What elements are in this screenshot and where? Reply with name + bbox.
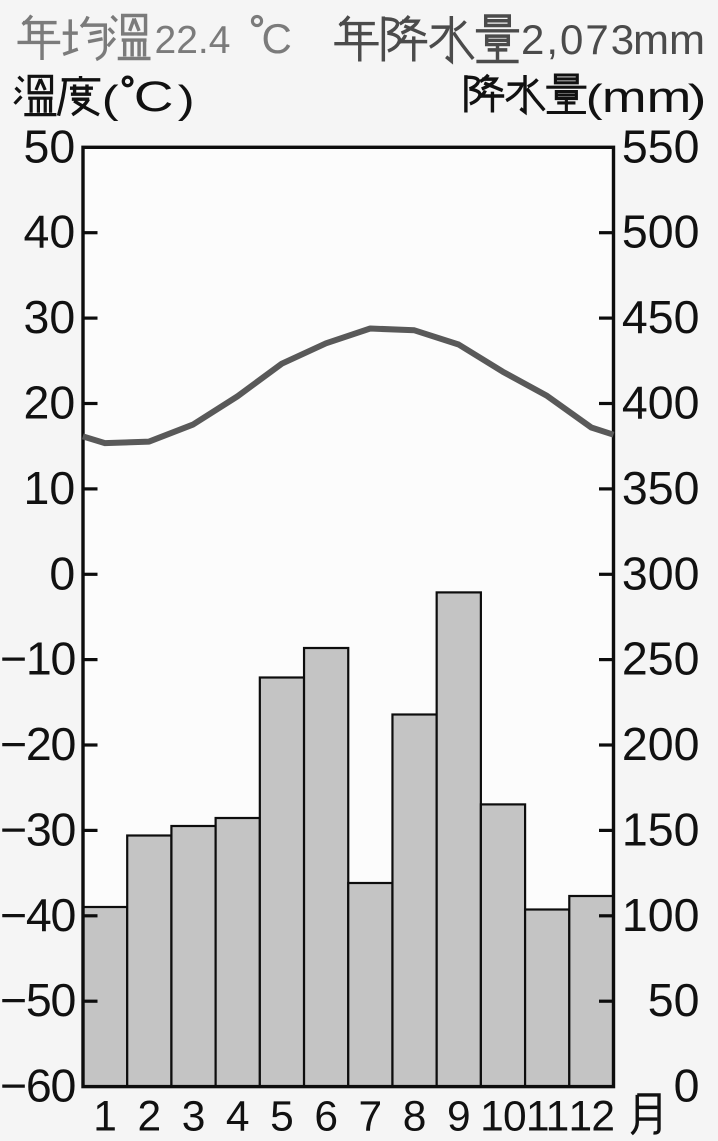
svg-text:100: 100	[622, 889, 700, 941]
svg-text:mm: mm	[602, 74, 691, 122]
svg-text:mm: mm	[633, 16, 705, 63]
svg-text:10: 10	[23, 462, 75, 514]
svg-text:40: 40	[23, 206, 75, 258]
svg-text:): )	[688, 78, 707, 121]
svg-text:30: 30	[23, 291, 75, 343]
svg-text:−60: −60	[0, 1060, 76, 1112]
svg-text:50: 50	[648, 974, 700, 1026]
svg-text:4: 4	[226, 1094, 250, 1137]
svg-text:11: 11	[526, 1094, 569, 1137]
svg-text:150: 150	[622, 803, 700, 855]
svg-text:C: C	[262, 15, 292, 62]
svg-text:12: 12	[569, 1094, 615, 1137]
svg-text:1: 1	[93, 1094, 117, 1137]
svg-text:−50: −50	[0, 974, 76, 1026]
svg-text:−20: −20	[0, 718, 76, 770]
svg-text:(: (	[586, 77, 603, 121]
svg-text:500: 500	[622, 206, 700, 258]
svg-text:450: 450	[622, 291, 700, 343]
svg-text:22.4: 22.4	[155, 19, 231, 62]
svg-text:2,073: 2,073	[521, 16, 636, 63]
svg-text:−40: −40	[0, 889, 76, 941]
svg-text:C: C	[134, 72, 174, 120]
svg-text:20: 20	[23, 376, 75, 428]
svg-text:350: 350	[622, 462, 700, 514]
svg-text:3: 3	[182, 1094, 206, 1137]
svg-text:400: 400	[622, 376, 700, 428]
svg-text:0: 0	[674, 1060, 700, 1112]
svg-text:7: 7	[359, 1094, 383, 1137]
svg-text:): )	[178, 77, 195, 121]
svg-text:50: 50	[23, 120, 75, 172]
svg-text:8: 8	[403, 1094, 427, 1137]
svg-text:5: 5	[270, 1094, 294, 1137]
svg-text:−30: −30	[0, 803, 76, 855]
svg-text:2: 2	[137, 1094, 161, 1137]
svg-text:(: (	[102, 77, 119, 121]
svg-text:9: 9	[447, 1094, 471, 1137]
svg-text:550: 550	[622, 120, 700, 172]
svg-text:250: 250	[622, 633, 700, 685]
svg-text:200: 200	[622, 718, 700, 770]
svg-text:6: 6	[314, 1094, 338, 1137]
svg-text:0: 0	[49, 547, 75, 599]
svg-text:10: 10	[480, 1094, 526, 1137]
svg-text:300: 300	[622, 547, 700, 599]
svg-text:−10: −10	[0, 633, 76, 685]
